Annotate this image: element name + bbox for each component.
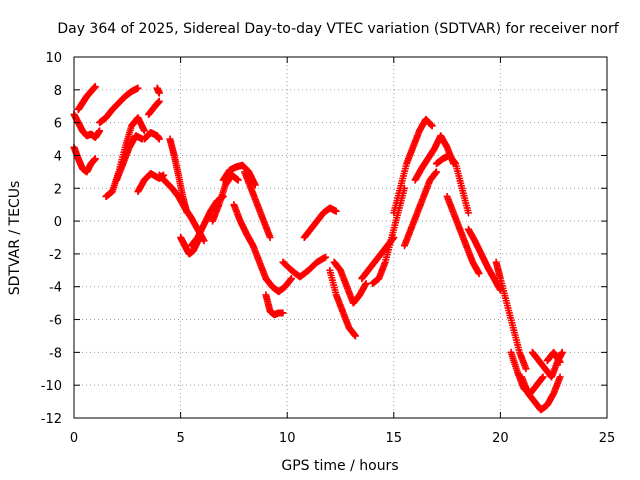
data-point: [464, 209, 472, 217]
data-points: [70, 83, 566, 414]
series-sat-x: [330, 258, 370, 307]
y-tick-label: 4: [54, 149, 62, 164]
y-tick-label: 10: [45, 51, 62, 66]
y-tick-label: 0: [54, 215, 62, 230]
series-sat-m: [177, 234, 204, 258]
x-tick-label: 20: [492, 431, 509, 446]
plot-frame: [73, 56, 608, 419]
data-point: [428, 122, 436, 130]
series-sat-u: [279, 253, 330, 281]
x-axis-label: GPS time / hours: [281, 458, 398, 474]
data-point: [279, 309, 287, 317]
y-tick-label: 8: [54, 84, 62, 99]
series-sat-f: [113, 132, 146, 184]
y-tick-label: 2: [54, 182, 62, 197]
data-point: [287, 275, 295, 283]
series-sat-ac: [411, 132, 457, 184]
series-sat-b: [70, 110, 104, 141]
series-sat-e: [102, 114, 148, 200]
data-point: [539, 373, 547, 381]
series-sat-ai: [518, 373, 564, 414]
series-sat-ad: [432, 151, 472, 217]
chart-title: Day 364 of 2025, Sidereal Day-to-day VTE…: [57, 21, 619, 37]
data-point: [155, 97, 163, 105]
y-axis-label: SDTVAR / TECUs: [7, 181, 23, 296]
data-point: [155, 89, 163, 97]
y-tick-label: -10: [41, 379, 62, 394]
series-sat-s: [262, 275, 295, 296]
series-sat-ab: [400, 168, 440, 250]
series-sat-r: [241, 168, 274, 241]
axis-ticks: [73, 56, 608, 419]
y-tick-label: 6: [54, 117, 62, 132]
data-point: [266, 234, 274, 241]
data-point: [522, 365, 530, 373]
data-point: [351, 332, 359, 340]
data-point: [475, 270, 483, 278]
data-point: [558, 348, 566, 356]
series-sat-l: [166, 135, 191, 217]
series-sat-ae: [443, 192, 483, 278]
data-point: [556, 358, 564, 366]
data-point: [432, 168, 440, 176]
series-sat-p: [219, 161, 259, 189]
x-tick-labels: 0 5 10 15 20 25: [70, 431, 615, 446]
x-tick-label: 25: [599, 431, 616, 446]
x-tick-label: 10: [279, 431, 296, 446]
data-point: [556, 373, 564, 381]
series-sat-j: [153, 84, 163, 97]
data-point: [332, 207, 340, 215]
x-tick-label: 0: [70, 431, 78, 446]
series-sat-g: [134, 170, 168, 196]
series-sat-af: [464, 225, 504, 294]
series-sat-aj: [528, 348, 566, 381]
series-sat-h: [140, 128, 163, 143]
y-tick-label: -12: [41, 412, 62, 427]
y-tick-label: -2: [49, 248, 62, 263]
series-sat-ag: [492, 258, 530, 373]
series-sat-aa: [390, 115, 436, 217]
y-tick-label: -4: [49, 281, 62, 296]
series-sat-w: [326, 266, 359, 340]
series-sat-z: [368, 184, 408, 287]
data-point: [234, 176, 242, 184]
data-point: [91, 83, 99, 91]
data-point: [155, 135, 163, 143]
y-tick-labels: 10 8 6 4 2 0 -2 -4 -6 -8 -10 -12: [41, 51, 62, 427]
series-sat-ak: [543, 348, 564, 366]
data-point: [96, 127, 104, 135]
series-sat-i: [145, 97, 163, 118]
data-point: [91, 155, 99, 163]
series-sat-v: [300, 204, 340, 241]
data-point: [140, 127, 148, 135]
data-point: [362, 279, 370, 287]
x-tick-label: 15: [386, 431, 403, 446]
series-sat-t: [262, 291, 287, 319]
data-point: [322, 253, 330, 261]
data-point: [134, 84, 142, 92]
y-tick-label: -6: [49, 314, 62, 329]
series-sat-c: [74, 83, 99, 114]
x-tick-label: 5: [176, 431, 184, 446]
series-sat-d: [96, 84, 142, 127]
y-tick-label: -8: [49, 346, 62, 361]
data-point: [183, 209, 191, 217]
series-sat-a: [70, 143, 99, 176]
